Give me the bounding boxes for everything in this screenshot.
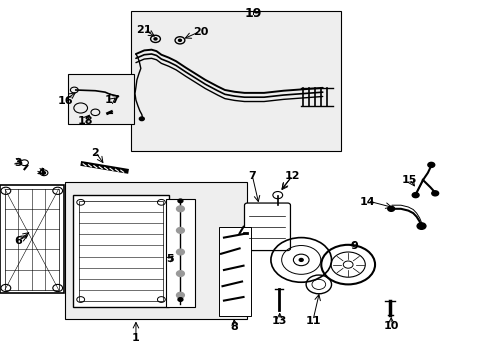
Text: 11: 11	[305, 316, 320, 326]
Text: 4: 4	[38, 168, 45, 178]
Text: 18: 18	[78, 116, 93, 126]
Bar	[68, 74, 134, 124]
Circle shape	[427, 162, 434, 167]
Text: 8: 8	[230, 322, 238, 332]
Circle shape	[139, 117, 144, 121]
Text: 20: 20	[192, 27, 208, 37]
Circle shape	[411, 193, 418, 198]
Bar	[166, 199, 194, 307]
Bar	[131, 11, 341, 151]
Text: 2: 2	[91, 148, 99, 158]
Circle shape	[176, 228, 184, 233]
Circle shape	[176, 292, 184, 298]
Circle shape	[176, 249, 184, 255]
Circle shape	[178, 199, 183, 203]
Circle shape	[178, 298, 183, 301]
Text: 15: 15	[401, 175, 417, 185]
Circle shape	[154, 38, 157, 40]
Bar	[79, 201, 163, 301]
Text: 12: 12	[284, 171, 300, 181]
Circle shape	[299, 258, 303, 261]
Text: 17: 17	[104, 95, 120, 105]
Circle shape	[176, 206, 184, 212]
Text: 19: 19	[244, 7, 262, 20]
Bar	[5, 189, 59, 290]
Circle shape	[178, 39, 181, 41]
Text: 1: 1	[132, 333, 140, 343]
Text: 16: 16	[57, 96, 73, 106]
Circle shape	[431, 191, 438, 196]
Bar	[65, 182, 246, 319]
Text: 6: 6	[15, 236, 22, 246]
Text: 3: 3	[14, 158, 22, 168]
Circle shape	[176, 271, 184, 276]
Circle shape	[387, 206, 394, 211]
Bar	[219, 227, 250, 316]
FancyBboxPatch shape	[244, 203, 290, 251]
Bar	[73, 195, 168, 307]
Text: 5: 5	[166, 254, 174, 264]
Circle shape	[42, 172, 45, 174]
Text: 10: 10	[383, 321, 398, 331]
Text: 14: 14	[359, 197, 375, 207]
Text: 21: 21	[136, 24, 152, 35]
Text: 13: 13	[271, 316, 287, 326]
Text: 9: 9	[349, 240, 357, 251]
Bar	[0, 185, 63, 293]
Circle shape	[416, 223, 425, 229]
Text: 7: 7	[248, 171, 256, 181]
